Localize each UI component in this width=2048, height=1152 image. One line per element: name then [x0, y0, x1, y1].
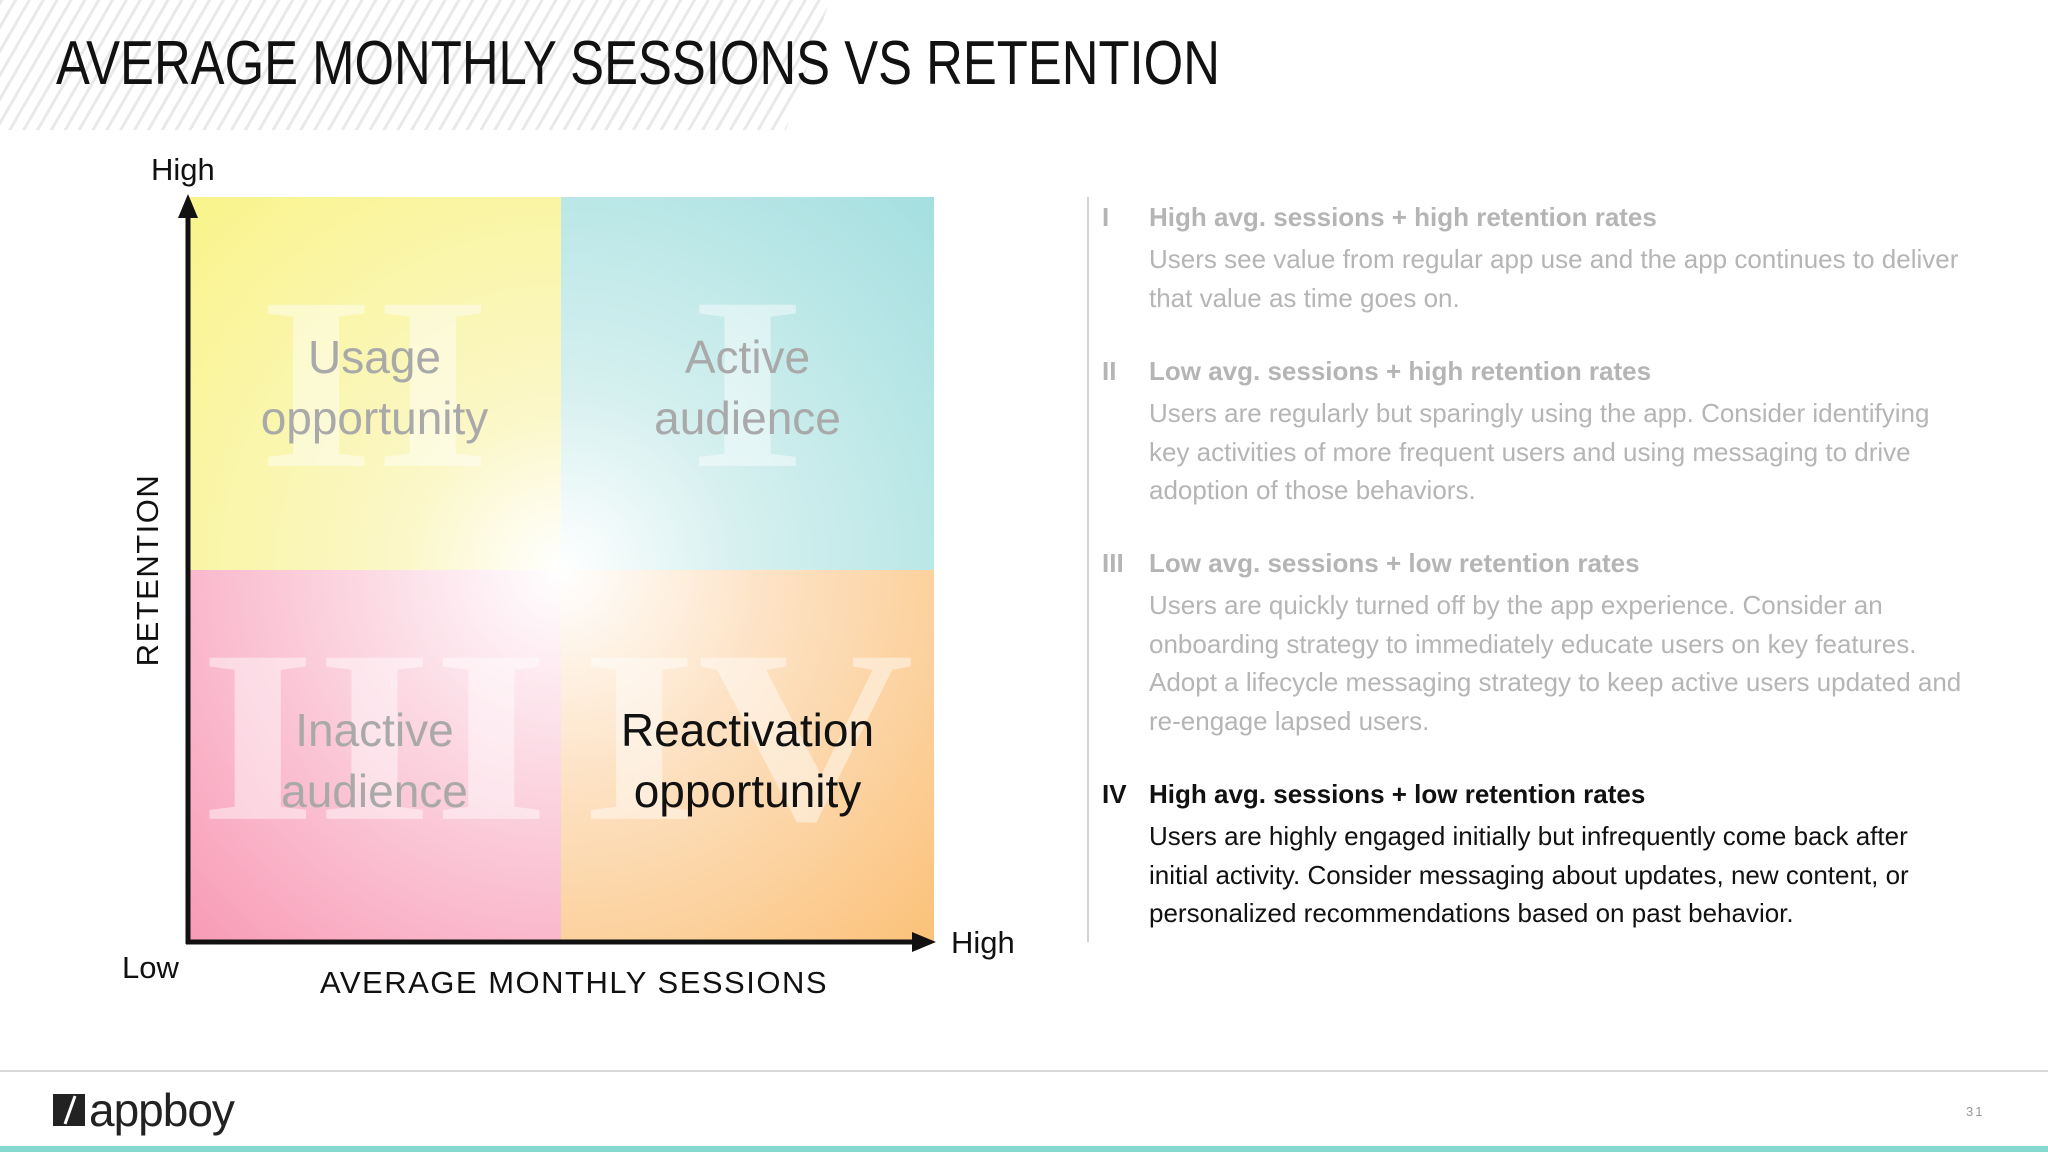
quadrant-label-line: opportunity — [633, 765, 862, 817]
x-axis-title: AVERAGE MONTHLY SESSIONS — [320, 965, 829, 1000]
y-axis-high-label: High — [151, 152, 215, 187]
quadrant-label-line: audience — [654, 392, 841, 444]
page-number: 31 — [1966, 1104, 1985, 1119]
quadrant-label-line: audience — [281, 765, 468, 817]
appboy-logo: appboy — [53, 1083, 235, 1137]
quadrant-usage-opportunity: II Usage opportunity — [188, 197, 561, 570]
quadrant-numeral: II — [257, 246, 492, 520]
description-heading: Low avg. sessions + low retention rates — [1149, 548, 1640, 578]
footer-divider — [0, 1070, 2048, 1072]
quadrant-label: Inactive audience — [188, 700, 561, 822]
quadrant-numeral: III — [199, 599, 550, 873]
quadrant-matrix: II Usage opportunity I Active audience I… — [188, 197, 934, 943]
quadrant-numeral: I — [689, 246, 806, 520]
quadrant-active-audience: I Active audience — [561, 197, 934, 570]
x-axis-high-label: High — [951, 925, 1015, 960]
description-numeral: IV — [1102, 779, 1127, 809]
description-body: Users are highly engaged initially but i… — [1149, 821, 1909, 928]
page-title: AVERAGE MONTHLY SESSIONS VS RETENTION — [56, 29, 1220, 98]
description-body: Users are regularly but sparingly using … — [1149, 398, 1930, 505]
description-heading: High avg. sessions + low retention rates — [1149, 779, 1646, 809]
quadrant-reactivation-opportunity: IV Reactivation opportunity — [561, 570, 934, 943]
x-axis-arrow-icon — [912, 932, 936, 952]
description-numeral: I — [1102, 202, 1110, 232]
quadrant-label-line: Inactive — [295, 704, 454, 756]
quadrant-label-line: Active — [684, 331, 811, 383]
quadrant-numeral: IV — [580, 599, 915, 873]
description-body: Users are quickly turned off by the app … — [1149, 590, 1962, 736]
logo-text: appboy — [89, 1084, 235, 1136]
quadrant-inactive-audience: III Inactive audience — [188, 570, 561, 943]
y-axis-title: RETENTION — [130, 473, 165, 667]
divider-line — [1087, 197, 1089, 942]
quadrant-label-line: Reactivation — [620, 704, 875, 756]
description-body: Users see value from regular app use and… — [1149, 244, 1959, 313]
quadrant-label-line: opportunity — [260, 392, 489, 444]
y-axis-arrow-icon — [178, 194, 198, 218]
quadrant-label: Reactivation opportunity — [561, 700, 934, 822]
quadrant-label: Usage opportunity — [188, 327, 561, 449]
footer-accent-bar — [0, 1146, 2048, 1152]
description-heading: High avg. sessions + high retention rate… — [1149, 202, 1657, 232]
title-hatch-background — [0, 0, 830, 130]
description-heading: Low avg. sessions + high retention rates — [1149, 356, 1652, 386]
quadrant-label: Active audience — [561, 327, 934, 449]
y-axis-low-label: Low — [122, 950, 179, 985]
quadrant-label-line: Usage — [308, 331, 441, 383]
description-numeral: III — [1102, 548, 1124, 578]
description-numeral: II — [1102, 356, 1117, 386]
appboy-logo-icon — [53, 1094, 85, 1126]
